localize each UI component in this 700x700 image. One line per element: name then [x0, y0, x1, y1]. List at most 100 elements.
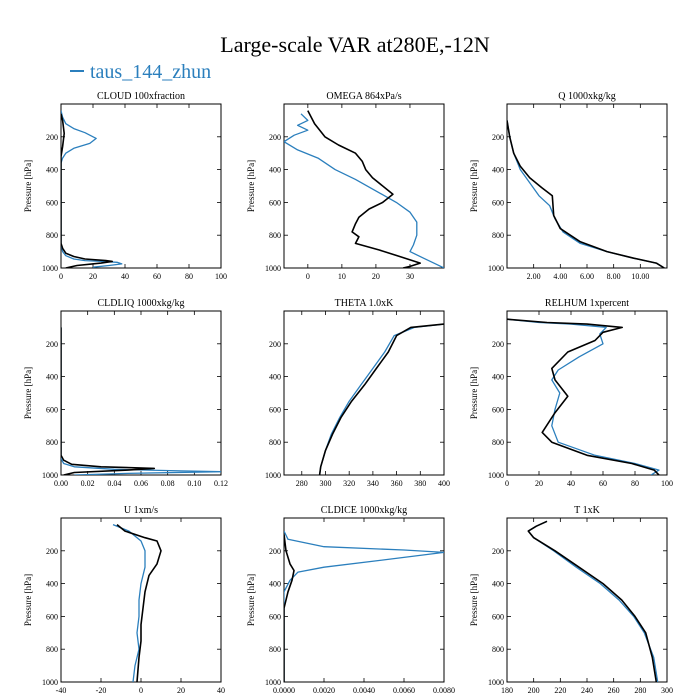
- y-tick-label: 1000: [42, 264, 58, 273]
- x-tick-label: 10: [338, 272, 346, 281]
- x-tick-label: 0: [139, 686, 143, 695]
- x-tick-label: 40: [217, 686, 225, 695]
- x-tick-label: 8.00: [607, 272, 621, 281]
- y-tick-label: 200: [46, 547, 58, 556]
- y-tick-label: 400: [46, 373, 58, 382]
- panel-title: OMEGA 864xPa/s: [326, 91, 401, 102]
- y-tick-label: 1000: [265, 471, 281, 480]
- x-tick-label: 280: [634, 686, 646, 695]
- series-line-black: [61, 327, 156, 475]
- y-tick-label: 600: [492, 612, 504, 621]
- x-tick-label: 300: [661, 686, 673, 695]
- x-tick-label: 340: [367, 479, 379, 488]
- panel-3: Q 1000xkg/kg Pressure [hPa] 200 400 600 800 10…: [469, 91, 668, 281]
- series-line-blue: [284, 530, 444, 682]
- y-axis-label: Pressure [hPa]: [469, 160, 479, 212]
- y-tick-label: 400: [269, 166, 281, 175]
- x-tick-label: 100: [215, 272, 227, 281]
- y-tick-label: 800: [269, 438, 281, 447]
- panel-title: CLOUD 100xfraction: [97, 91, 185, 102]
- series-line-blue: [284, 113, 444, 268]
- panel-title: CLDICE 1000xkg/kg: [321, 505, 407, 516]
- x-tick-label: 20: [177, 686, 185, 695]
- y-tick-label: 400: [492, 166, 504, 175]
- x-tick-label: 0.0060: [393, 686, 415, 695]
- panel-title: U 1xm/s: [124, 505, 158, 516]
- x-tick-label: 0.10: [187, 479, 201, 488]
- y-tick-label: 600: [46, 198, 58, 207]
- y-tick-label: 1000: [488, 264, 504, 273]
- y-tick-label: 800: [46, 438, 58, 447]
- y-tick-label: 1000: [488, 678, 504, 687]
- x-tick-label: 4.00: [553, 272, 567, 281]
- x-tick-label: 240: [581, 686, 593, 695]
- y-tick-label: 800: [492, 438, 504, 447]
- series-line-black: [507, 318, 660, 475]
- series-line-black: [527, 520, 658, 682]
- x-tick-label: 300: [319, 479, 331, 488]
- x-tick-label: 0.0000: [273, 686, 295, 695]
- y-tick-label: 800: [269, 645, 281, 654]
- x-tick-label: 30: [406, 272, 414, 281]
- panel-frame: [506, 310, 668, 476]
- x-tick-label: 320: [343, 479, 355, 488]
- x-tick-label: 280: [296, 479, 308, 488]
- x-tick-label: 0.0080: [433, 686, 455, 695]
- series-line-blue: [318, 323, 444, 475]
- x-tick-label: 0.12: [214, 479, 228, 488]
- panel-frame: [506, 517, 668, 683]
- panel-frame: [283, 310, 445, 476]
- panel-frame: [283, 517, 445, 683]
- x-tick-label: 260: [608, 686, 620, 695]
- x-tick-label: 200: [528, 686, 540, 695]
- y-tick-label: 1000: [42, 471, 58, 480]
- y-tick-label: 200: [46, 133, 58, 142]
- x-tick-label: 20: [535, 479, 543, 488]
- y-axis-label: Pressure [hPa]: [23, 367, 33, 419]
- x-tick-label: 0.04: [107, 479, 121, 488]
- x-tick-label: 2.00: [527, 272, 541, 281]
- panel-title: RELHUM 1xpercent: [545, 298, 629, 309]
- y-tick-label: 200: [492, 133, 504, 142]
- x-tick-label: 400: [438, 479, 450, 488]
- series-line-blue: [507, 120, 665, 268]
- y-axis-label: Pressure [hPa]: [23, 160, 33, 212]
- y-tick-label: 200: [269, 133, 281, 142]
- y-axis-label: Pressure [hPa]: [23, 574, 33, 626]
- x-tick-label: 20: [372, 272, 380, 281]
- x-tick-label: 100: [661, 479, 673, 488]
- legend-label: taus_144_zhun: [90, 61, 211, 83]
- x-tick-label: 0.06: [134, 479, 148, 488]
- y-tick-label: 1000: [265, 678, 281, 687]
- panel-title: Q 1000xkg/kg: [558, 91, 616, 102]
- x-tick-label: 80: [185, 272, 193, 281]
- panel-frame: [283, 103, 445, 269]
- x-tick-label: -20: [96, 686, 107, 695]
- y-tick-label: 400: [46, 166, 58, 175]
- x-tick-label: 40: [121, 272, 129, 281]
- x-tick-label: 60: [153, 272, 161, 281]
- y-tick-label: 200: [492, 340, 504, 349]
- series-line-blue: [112, 523, 146, 682]
- y-tick-label: 800: [269, 231, 281, 240]
- series-line-black: [284, 534, 295, 682]
- x-tick-label: 6.00: [580, 272, 594, 281]
- x-tick-label: 360: [391, 479, 403, 488]
- panel-frame: [60, 103, 222, 269]
- chart-title: Large-scale VAR at280E,-12N: [220, 32, 490, 57]
- panel-5: THETA 1.0xK 200 400 600 800 1000 280 300 320 340 3…: [265, 298, 450, 488]
- x-tick-label: -40: [56, 686, 67, 695]
- panel-4: CLDLIQ 1000xkg/kg Pressure [hPa] 200 400 600…: [23, 298, 228, 488]
- y-tick-label: 400: [269, 580, 281, 589]
- y-tick-label: 1000: [42, 678, 58, 687]
- series-line-blue: [507, 318, 660, 475]
- x-tick-label: 0.0040: [353, 686, 375, 695]
- y-axis-label: Pressure [hPa]: [469, 367, 479, 419]
- panel-frame: [60, 310, 222, 476]
- series-line-blue: [61, 110, 123, 268]
